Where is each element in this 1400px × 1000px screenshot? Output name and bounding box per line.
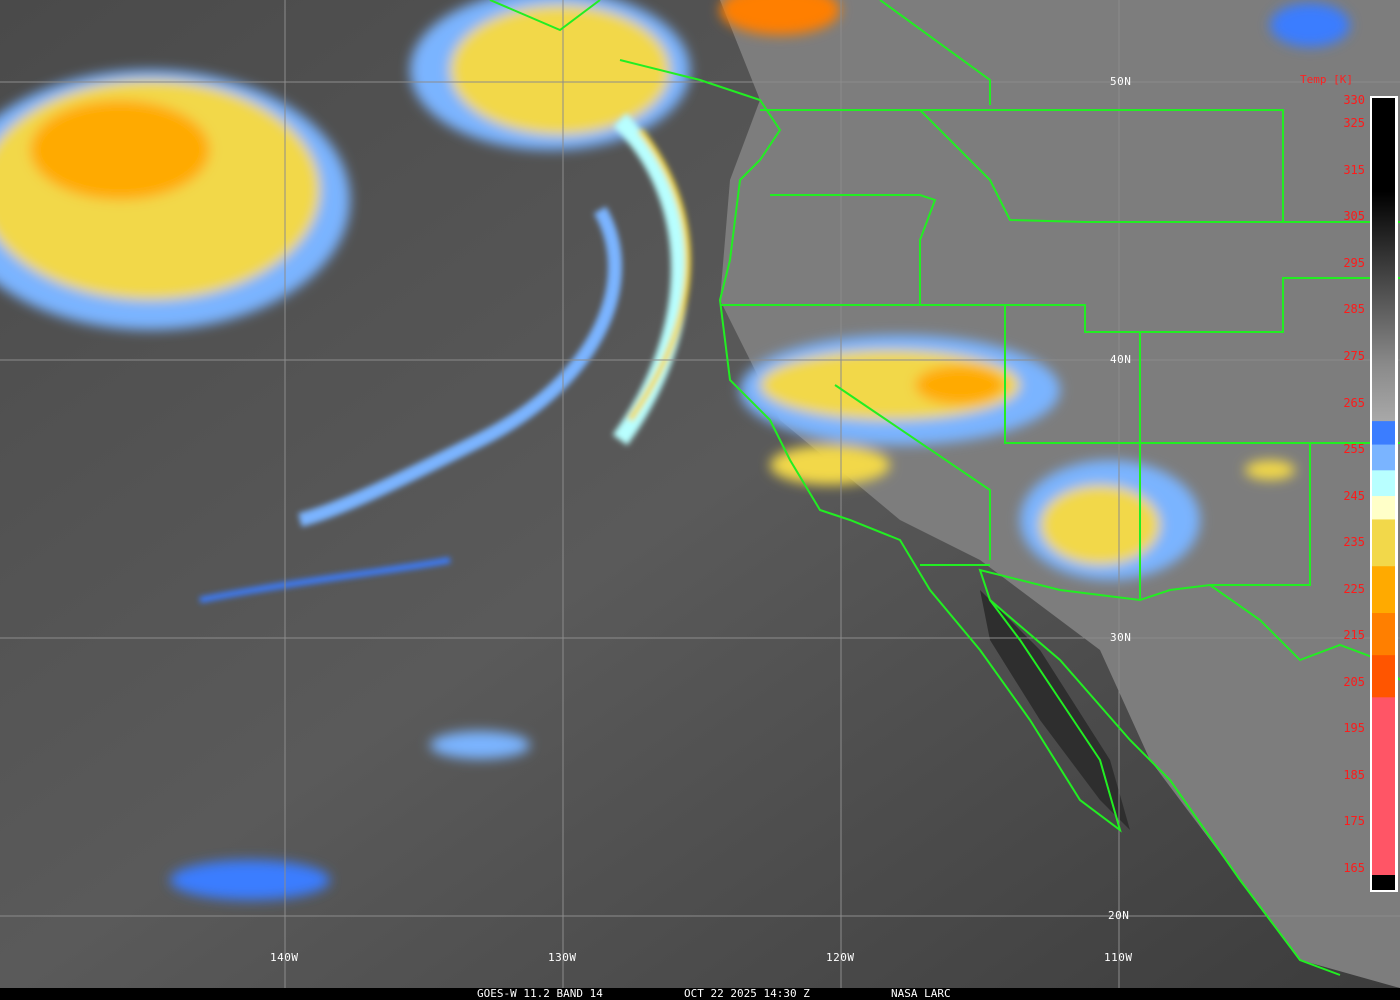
colorbar-gradient bbox=[1372, 98, 1395, 890]
colorbar-tick-label: 285 bbox=[1343, 302, 1365, 317]
image-caption-bar: GOES-W 11.2 BAND 14 OCT 22 2025 14:30 Z … bbox=[0, 988, 1400, 1000]
colorbar-tick-label: 215 bbox=[1343, 628, 1365, 643]
lat-label-40n: 40N bbox=[1110, 353, 1132, 366]
lon-label-140w: 140W bbox=[270, 951, 299, 964]
colorbar-tick-label: 295 bbox=[1343, 255, 1365, 270]
colorbar-tick-label: 325 bbox=[1343, 116, 1365, 131]
temperature-colorbar bbox=[1370, 96, 1398, 892]
colorbar-tick-label: 205 bbox=[1343, 674, 1365, 689]
colorbar-tick-label: 305 bbox=[1343, 209, 1365, 224]
colorbar-tick-label: 255 bbox=[1343, 442, 1365, 457]
colorbar-tick-label: 195 bbox=[1343, 721, 1365, 736]
lat-label-50n: 50N bbox=[1110, 75, 1132, 88]
lon-label-120w: 120W bbox=[826, 951, 855, 964]
lat-label-30n: 30N bbox=[1110, 631, 1132, 644]
lat-label-20n: 20N bbox=[1108, 909, 1130, 922]
political-borders bbox=[489, 0, 1400, 976]
colorbar-tick-label: 235 bbox=[1343, 535, 1365, 550]
colorbar-tick-label: 245 bbox=[1343, 488, 1365, 503]
lon-label-110w: 110W bbox=[1104, 951, 1133, 964]
colorbar-tick-label: 225 bbox=[1343, 581, 1365, 596]
colorbar-tick-label: 315 bbox=[1343, 162, 1365, 177]
colorbar-tick-label: 330 bbox=[1343, 93, 1365, 107]
colorbar-tick-label: 275 bbox=[1343, 349, 1365, 363]
credit-label: NASA LARC bbox=[891, 987, 951, 1000]
colorbar-title: Temp [K] bbox=[1300, 73, 1353, 86]
colorbar-tick-label: 165 bbox=[1343, 861, 1365, 875]
colorbar-tick-label: 185 bbox=[1343, 767, 1365, 782]
satellite-band-label: GOES-W 11.2 BAND 14 bbox=[477, 987, 603, 1000]
colorbar-tick-label: 265 bbox=[1343, 395, 1365, 410]
baja-ocean bbox=[980, 590, 1130, 830]
cloud-layer bbox=[0, 0, 1350, 900]
cloud-bands bbox=[199, 113, 691, 603]
timestamp-label: OCT 22 2025 14:30 Z bbox=[684, 987, 810, 1000]
colorbar-tick-label: 175 bbox=[1343, 814, 1365, 829]
lon-label-130w: 130W bbox=[548, 951, 577, 964]
